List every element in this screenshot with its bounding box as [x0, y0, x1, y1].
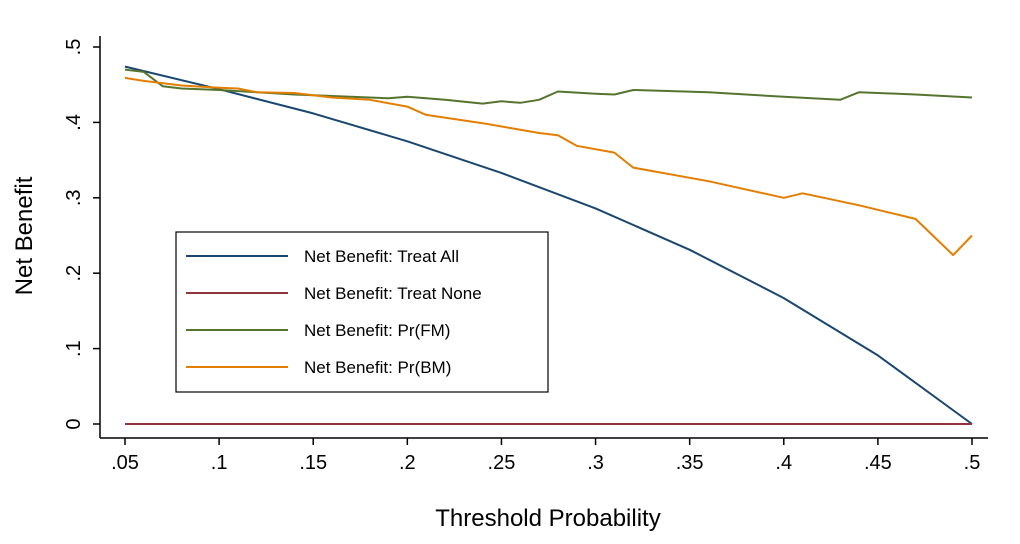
y-ticks: 0 .1 .2 .3 .4 .5	[63, 39, 100, 430]
x-ticks: .05 .1 .15 .2 .25 .3 .35 .4 .45 .5	[111, 438, 980, 474]
x-tick-label: .1	[211, 452, 228, 474]
x-tick-label: .3	[587, 452, 604, 474]
legend-label: Net Benefit: Treat None	[304, 284, 482, 303]
x-tick-label: .25	[488, 452, 516, 474]
x-tick-label: .45	[864, 452, 892, 474]
y-tick-label: .3	[63, 189, 85, 206]
legend: Net Benefit: Treat All Net Benefit: Treat…	[175, 231, 549, 393]
y-tick-label: .5	[63, 39, 85, 56]
y-tick-label: .4	[63, 114, 85, 131]
series-line-3	[124, 68, 973, 105]
x-tick-label: .5	[964, 452, 981, 474]
y-axis-title: Net Benefit	[11, 176, 38, 295]
plot-lines	[124, 65, 973, 425]
series-line-4	[124, 76, 973, 257]
series-line-1	[124, 65, 973, 425]
y-tick-label: .2	[63, 265, 85, 282]
x-tick-label: .4	[775, 452, 792, 474]
x-tick-label: .35	[676, 452, 704, 474]
legend-label: Net Benefit: Pr(FM)	[304, 321, 450, 340]
axes: .05 .1 .15 .2 .25 .3 .35 .4 .45 .5 0 .1 .2 .3 .4 .5	[63, 36, 988, 474]
x-tick-label: .05	[111, 452, 139, 474]
x-tick-label: .15	[299, 452, 327, 474]
x-tick-label: .2	[399, 452, 416, 474]
legend-box	[175, 231, 549, 393]
x-axis-title: Threshold Probability	[435, 505, 660, 532]
legend-label: Net Benefit: Treat All	[304, 247, 459, 266]
y-tick-label: 0	[63, 418, 85, 429]
legend-label: Net Benefit: Pr(BM)	[304, 358, 451, 377]
y-tick-label: .1	[63, 340, 85, 357]
